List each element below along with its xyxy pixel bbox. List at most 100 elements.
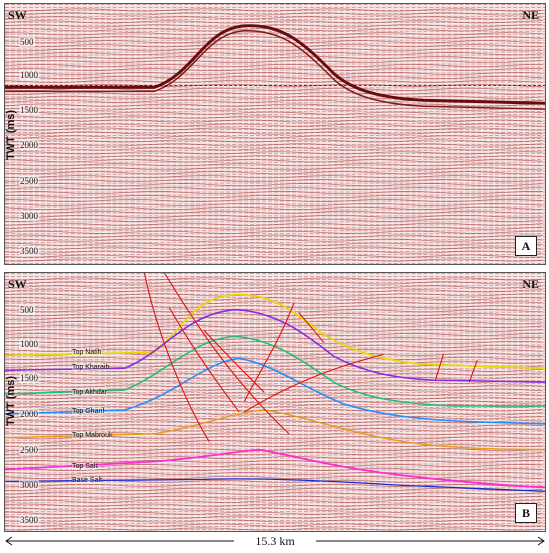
seismic-reflector-trace bbox=[5, 301, 544, 305]
seismic-reflector-trace bbox=[5, 107, 544, 111]
seismic-reflector-trace bbox=[5, 167, 544, 171]
fault-line bbox=[143, 273, 210, 442]
seismic-reflector-trace bbox=[5, 198, 544, 202]
seismic-section-b bbox=[5, 273, 545, 531]
seismic-reflector-trace bbox=[5, 12, 544, 16]
seismic-reflector-trace bbox=[5, 226, 544, 230]
y-axis-title: TWT (ms) bbox=[5, 109, 18, 161]
seismic-reflector-trace bbox=[5, 250, 544, 254]
seismic-reflector-trace bbox=[5, 507, 544, 511]
horizon-label-base-salt: Base Salt bbox=[72, 477, 102, 484]
seismic-reflector-trace bbox=[5, 119, 544, 123]
seismic-reflector-trace bbox=[5, 392, 544, 396]
seismic-reflector-trace bbox=[5, 384, 544, 388]
seismic-reflector-trace bbox=[5, 63, 544, 68]
seismic-reflector-trace bbox=[5, 210, 544, 214]
seismic-reflector-trace bbox=[5, 527, 544, 531]
y-tick: 2000 bbox=[19, 409, 39, 419]
seismic-section-a bbox=[5, 4, 545, 264]
seismic-reflector-trace bbox=[5, 487, 544, 491]
fault-line bbox=[434, 354, 444, 381]
seismic-reflector-trace bbox=[5, 171, 544, 175]
seismic-reflector-trace bbox=[5, 483, 544, 487]
seismic-reflector-trace bbox=[5, 159, 544, 163]
seismic-reflector-trace bbox=[5, 463, 544, 468]
seismic-reflector-trace bbox=[5, 75, 544, 80]
seismic-reflector-trace bbox=[5, 277, 544, 281]
salt-dome-reflector bbox=[5, 24, 545, 105]
seismic-reflector-trace bbox=[5, 135, 544, 139]
seismic-reflector-trace bbox=[5, 254, 544, 258]
seismic-reflector-trace bbox=[5, 471, 544, 476]
seismic-reflector-trace bbox=[5, 214, 544, 218]
y-tick: 2500 bbox=[19, 445, 39, 455]
seismic-reflector-trace bbox=[5, 151, 544, 155]
seismic-reflector-trace bbox=[5, 191, 544, 195]
ne-label: NE bbox=[522, 8, 539, 22]
panel-tag-b: B bbox=[515, 503, 537, 523]
seismic-reflector-trace bbox=[5, 503, 544, 507]
seismic-reflector-trace bbox=[5, 356, 544, 360]
seismic-reflector-trace bbox=[5, 8, 544, 12]
seismic-reflector-trace bbox=[5, 20, 544, 24]
seismic-reflector-trace bbox=[5, 55, 544, 60]
seismic-reflector-trace bbox=[5, 368, 544, 372]
seismic-reflector-trace bbox=[5, 511, 544, 515]
horizon-label-top-kharaib: Top Kharaib bbox=[72, 364, 110, 371]
seismic-reflector-trace bbox=[5, 238, 544, 242]
horizon-base-salt bbox=[5, 478, 545, 492]
ne-label: NE bbox=[522, 277, 539, 291]
y-tick: 3500 bbox=[19, 246, 39, 256]
y-tick: 1000 bbox=[19, 339, 39, 349]
seismic-reflector-trace bbox=[5, 281, 544, 285]
seismic-reflector-trace bbox=[5, 289, 544, 293]
salt-dome-reflector-lower bbox=[5, 30, 545, 110]
seismic-reflector-trace bbox=[5, 285, 544, 289]
seismic-reflector-trace bbox=[5, 16, 544, 20]
seismic-reflector-trace bbox=[5, 317, 544, 321]
seismic-reflector-trace bbox=[5, 202, 544, 207]
seismic-reflector-trace bbox=[5, 242, 544, 246]
y-axis-title: TWT (ms) bbox=[5, 375, 18, 427]
seismic-reflector-trace bbox=[5, 183, 544, 187]
seismic-reflector-trace bbox=[5, 388, 544, 392]
seismic-reflector-trace bbox=[5, 519, 544, 523]
seismic-reflector-trace bbox=[5, 194, 544, 199]
seismic-reflector-trace bbox=[5, 491, 544, 495]
seismic-reflector-trace bbox=[5, 329, 544, 333]
seismic-reflector-trace bbox=[5, 344, 544, 349]
seismic-reflector-trace bbox=[5, 416, 544, 420]
seismic-reflector-trace bbox=[5, 155, 544, 159]
seismic-reflector-trace bbox=[5, 91, 544, 95]
seismic-reflector-trace bbox=[5, 324, 544, 329]
panel-tag-a: A bbox=[515, 236, 537, 256]
seismic-reflector-trace bbox=[5, 40, 544, 44]
seismic-reflector-trace bbox=[5, 424, 544, 428]
y-tick: 500 bbox=[19, 305, 35, 315]
seismic-reflector-trace bbox=[5, 79, 544, 83]
sw-label: SW bbox=[8, 8, 27, 22]
fault-line bbox=[298, 312, 325, 343]
seismic-reflector-trace bbox=[5, 28, 544, 32]
fault-line bbox=[163, 273, 290, 435]
horizon-top-kharaib bbox=[5, 308, 545, 383]
fault-line bbox=[203, 330, 265, 393]
seismic-reflector-trace bbox=[5, 175, 544, 179]
horizon-top-salt bbox=[5, 448, 545, 489]
seismic-reflector-trace bbox=[5, 495, 544, 499]
seismic-reflector-trace bbox=[5, 206, 544, 211]
fault-line bbox=[468, 360, 478, 383]
seismic-reflector-trace bbox=[5, 163, 544, 167]
seismic-reflector-trace bbox=[5, 321, 544, 325]
fault-line bbox=[243, 302, 295, 403]
y-tick: 3500 bbox=[19, 515, 39, 525]
seismic-reflector-trace bbox=[5, 348, 544, 352]
sw-label: SW bbox=[8, 277, 27, 291]
y-tick: 1000 bbox=[19, 70, 39, 80]
seismic-reflector-trace bbox=[5, 444, 544, 448]
seismic-reflector-trace bbox=[5, 186, 544, 191]
seismic-reflector-trace bbox=[5, 67, 544, 72]
seismic-reflector-trace bbox=[5, 127, 544, 131]
seismic-panel-a: SW NE TWT (ms) 500 1000 1500 2000 2500 3… bbox=[4, 3, 546, 265]
seismic-reflector-trace bbox=[5, 332, 544, 337]
